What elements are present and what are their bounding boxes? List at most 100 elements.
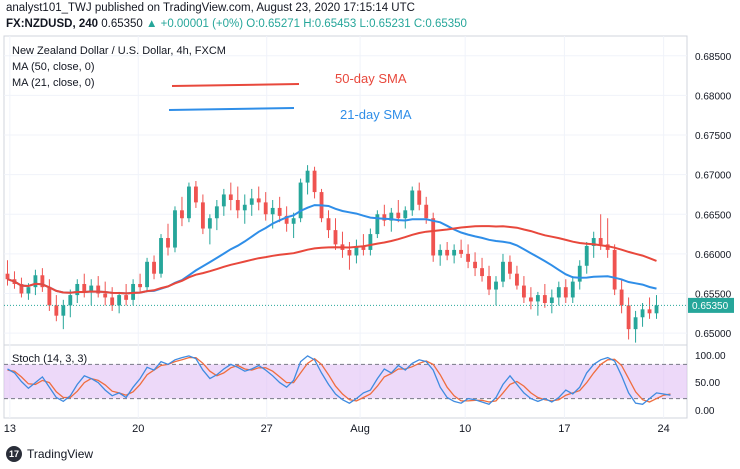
candle bbox=[305, 165, 310, 195]
candle bbox=[494, 276, 498, 306]
candle bbox=[640, 303, 645, 327]
ohlc-close: C:0.65350 bbox=[413, 18, 467, 30]
candle bbox=[180, 196, 184, 227]
annotation-line-sma50[interactable] bbox=[171, 83, 300, 87]
x-tick-label: 24 bbox=[658, 423, 670, 435]
candle bbox=[61, 299, 66, 330]
footer: 17 TradingView bbox=[0, 440, 740, 469]
candle bbox=[249, 188, 254, 216]
candle bbox=[473, 252, 477, 277]
candle bbox=[228, 182, 233, 211]
candle bbox=[487, 265, 491, 296]
candle bbox=[312, 166, 317, 199]
candle bbox=[626, 297, 631, 340]
ohlc-open: O:0.65271 bbox=[246, 18, 301, 30]
annotation-sma50[interactable]: 50-day SMA bbox=[335, 71, 407, 86]
annotation-line-sma21[interactable] bbox=[168, 107, 295, 111]
candle bbox=[501, 253, 505, 288]
candle bbox=[68, 289, 73, 318]
candle bbox=[445, 242, 450, 261]
stoch-tick-50: 50.00 bbox=[695, 378, 720, 389]
candle bbox=[19, 277, 24, 298]
candle bbox=[256, 186, 261, 211]
ma50-line bbox=[7, 225, 657, 295]
candle bbox=[375, 210, 380, 239]
last-price: 0.65350 bbox=[101, 18, 143, 30]
stoch-band bbox=[4, 363, 687, 400]
candles bbox=[5, 165, 659, 343]
x-tick-label: 13 bbox=[4, 423, 16, 435]
symbol-header: FX:NZDUSD, 240 0.65350 ▲ +0.00001 (+0%) … bbox=[6, 18, 467, 30]
candle bbox=[110, 287, 115, 311]
candle bbox=[200, 194, 205, 235]
candle bbox=[12, 271, 17, 289]
publish-header: analyst101_TWJ published on TradingView.… bbox=[6, 2, 415, 14]
x-tick-label: 17 bbox=[558, 423, 570, 435]
candle bbox=[47, 279, 52, 311]
candle bbox=[159, 234, 163, 278]
stoch-d-line bbox=[7, 356, 671, 403]
candle bbox=[291, 212, 296, 239]
legend-ma50: MA (50, close, 0) bbox=[12, 61, 95, 73]
candle bbox=[124, 283, 129, 306]
candle bbox=[214, 200, 219, 231]
candle bbox=[152, 255, 156, 280]
candle bbox=[221, 188, 226, 216]
candle bbox=[403, 206, 408, 229]
candle bbox=[82, 273, 87, 298]
candle bbox=[605, 218, 610, 258]
candle bbox=[368, 228, 373, 256]
candle bbox=[466, 244, 471, 269]
candle bbox=[549, 289, 554, 314]
candle bbox=[145, 257, 149, 292]
grid bbox=[4, 36, 687, 418]
x-tick-label: 10 bbox=[459, 423, 471, 435]
candle bbox=[326, 210, 331, 239]
time-axis-ticks: 13 20 27 Aug 10 17 24 bbox=[4, 423, 670, 435]
candle bbox=[480, 257, 484, 282]
x-tick-label: Aug bbox=[350, 423, 370, 435]
y-tick-label: 0.68500 bbox=[695, 52, 732, 63]
candle bbox=[298, 178, 303, 223]
candle bbox=[235, 186, 240, 219]
candle bbox=[193, 180, 198, 208]
annotation-sma21[interactable]: 21-day SMA bbox=[340, 107, 412, 122]
candle bbox=[556, 281, 561, 306]
candle bbox=[40, 268, 45, 292]
candle bbox=[521, 276, 526, 304]
brand-name: TradingView bbox=[27, 447, 94, 461]
candle bbox=[508, 255, 512, 280]
change-value: +0.00001 (+0%) bbox=[160, 18, 244, 30]
candle bbox=[54, 295, 59, 322]
y-tick-label: 0.66000 bbox=[695, 250, 732, 261]
candle bbox=[263, 192, 268, 221]
symbol: FX:NZDUSD, 240 bbox=[6, 18, 99, 30]
candle bbox=[187, 182, 191, 223]
candle bbox=[382, 204, 387, 227]
candle bbox=[166, 223, 170, 256]
candle bbox=[598, 214, 603, 250]
ma21-line bbox=[7, 204, 657, 295]
tradingview-logo[interactable]: 17 TradingView bbox=[6, 446, 93, 462]
candle bbox=[612, 244, 617, 296]
candle bbox=[33, 269, 38, 296]
candle bbox=[647, 297, 652, 319]
candle bbox=[396, 200, 401, 223]
current-price-tag: 0.65350 bbox=[688, 297, 734, 313]
candle bbox=[5, 260, 10, 286]
candle bbox=[333, 218, 338, 250]
stoch-tick-0: 0.00 bbox=[695, 406, 715, 417]
candle bbox=[654, 295, 659, 319]
candle bbox=[410, 186, 415, 216]
candle bbox=[207, 214, 212, 245]
candle bbox=[117, 291, 122, 314]
y-tick-label: 0.65500 bbox=[695, 290, 732, 301]
candle bbox=[347, 242, 352, 270]
current-price: 0.65350 bbox=[692, 301, 729, 312]
price-chart[interactable]: 0.68500 0.68000 0.67500 0.67000 0.66500 0.660… bbox=[0, 0, 740, 440]
ohlc-low: L:0.65231 bbox=[359, 18, 411, 30]
candle bbox=[417, 182, 422, 211]
y-tick-label: 0.67500 bbox=[695, 131, 732, 142]
tradingview-icon: 17 bbox=[6, 446, 22, 462]
candle bbox=[542, 283, 547, 308]
